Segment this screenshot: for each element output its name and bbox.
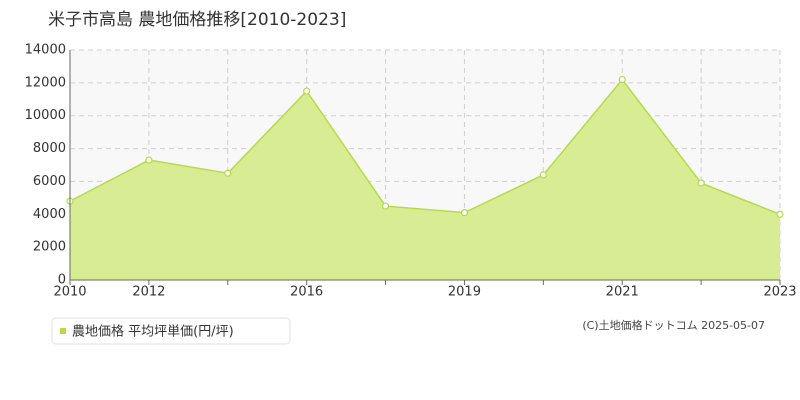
- area-fill: [70, 79, 780, 280]
- chart-title: 米子市高島 農地価格推移[2010-2023]: [48, 10, 346, 30]
- y-tick-label: 6000: [33, 174, 66, 189]
- point: [303, 87, 311, 95]
- y-tick-label: 14000: [25, 43, 66, 58]
- y-tick-label: 8000: [33, 141, 66, 156]
- x-tick-label: 2019: [448, 285, 481, 300]
- legend: [51, 317, 291, 345]
- x-tick-label: 2021: [606, 285, 639, 300]
- point: [381, 202, 390, 210]
- y-tick-label: 10000: [25, 108, 66, 123]
- x-tick-label: 2023: [763, 285, 796, 300]
- y-tick-label: 12000: [25, 75, 66, 90]
- legend-box: [51, 317, 291, 345]
- legend-label: 農地価格 平均坪単価(円/坪): [72, 324, 234, 340]
- x-tick-label: 2010: [53, 285, 86, 300]
- point: [145, 156, 153, 164]
- y-tick-label: 2000: [33, 240, 66, 255]
- x-tick-label: 2016: [290, 285, 323, 300]
- point: [460, 209, 469, 217]
- source-note: (C)土地価格ドットコム 2025-05-07: [582, 318, 765, 332]
- line: [69, 78, 781, 215]
- legend-swatch: [60, 328, 66, 334]
- point: [539, 171, 547, 179]
- y-tick-label: 4000: [33, 207, 66, 222]
- y-tick-label: 0: [58, 273, 66, 288]
- point: [618, 75, 626, 84]
- point: [776, 210, 784, 218]
- point: [224, 169, 232, 177]
- point: [697, 179, 705, 187]
- x-tick-label: 2012: [132, 285, 165, 300]
